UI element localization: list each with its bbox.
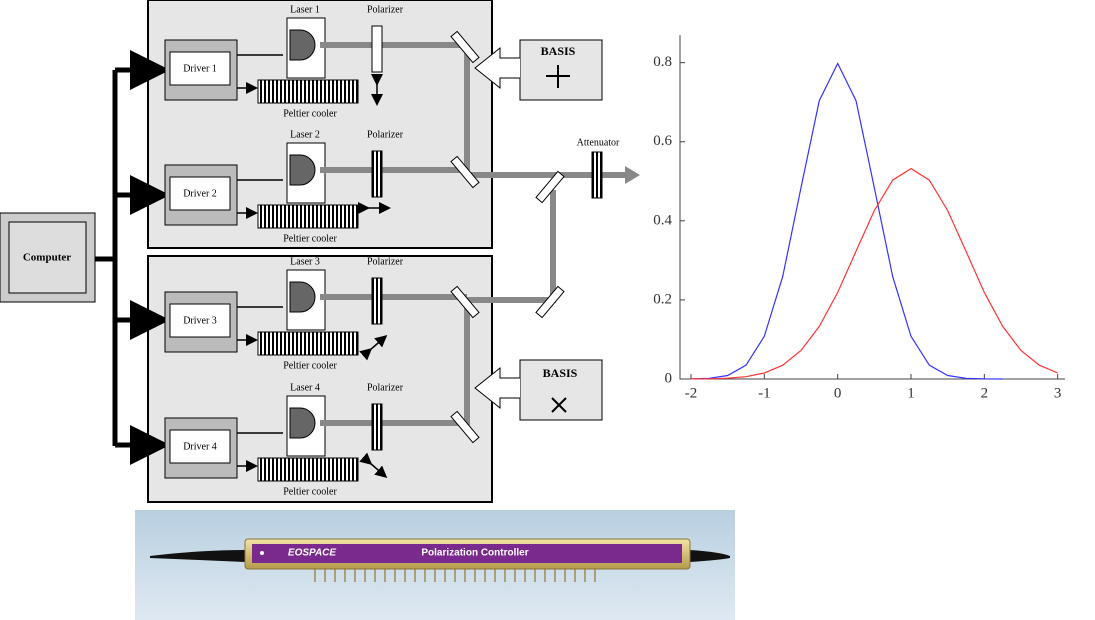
x-tick-label: 1	[907, 385, 915, 401]
basis-1: BASIS	[474, 39, 603, 101]
drive-arrow	[237, 54, 283, 88]
photo: EOSPACE Polarization Controller	[135, 510, 735, 620]
drive-arrow	[237, 306, 283, 340]
bus	[95, 70, 118, 446]
polarizer-label: Polarizer	[367, 129, 404, 140]
cooler-label: Peltier cooler	[283, 486, 337, 497]
polarizer	[371, 277, 383, 325]
laser	[289, 154, 316, 186]
peltier	[257, 457, 359, 482]
channels: Driver 1 Laser 1 Peltier cooler Polarizer Dr…	[115, 4, 467, 497]
x-tick-label: 3	[1054, 385, 1062, 401]
laser-label: Laser 2	[290, 129, 320, 140]
peltier	[257, 331, 359, 356]
brand: EOSPACE	[288, 548, 336, 559]
attenuator	[591, 151, 603, 199]
y-tick-label: 0.2	[653, 291, 672, 307]
label-band	[252, 544, 682, 563]
drive-arrow	[237, 432, 283, 466]
x-tick-label: 2	[981, 385, 989, 401]
laser	[289, 29, 316, 61]
polarizer	[371, 150, 383, 198]
x-tick-label: -1	[758, 385, 771, 401]
polarizer-label: Polarizer	[367, 382, 404, 393]
peltier	[257, 204, 359, 229]
laser-label: Laser 4	[290, 382, 320, 393]
driver-label: Driver 3	[183, 315, 217, 326]
driver-label: Driver 2	[183, 188, 217, 199]
beams	[464, 45, 625, 425]
cooler-label: Peltier cooler	[283, 233, 337, 244]
basis-2: BASIS	[474, 359, 603, 421]
y-tick-label: 0.6	[653, 133, 672, 149]
y-tick-label: 0.4	[653, 212, 672, 228]
cooler-label: Peltier cooler	[283, 108, 337, 119]
laser	[289, 281, 316, 313]
laser	[289, 407, 316, 439]
cooler-label: Peltier cooler	[283, 360, 337, 371]
polarizer	[371, 403, 383, 451]
x-tick-label: -2	[685, 385, 698, 401]
polarizer-label: Polarizer	[367, 256, 404, 267]
polarization-arrow	[359, 452, 388, 478]
driver-label: Driver 4	[183, 441, 217, 452]
laser-label: Laser 3	[290, 256, 320, 267]
dot	[260, 551, 264, 555]
diagram: Computer Driver 1 Laser 1 Peltier cooler Po…	[0, 0, 640, 503]
polarizer-label: Polarizer	[367, 4, 404, 15]
mirrors	[450, 30, 565, 444]
basis-label: BASIS	[543, 366, 578, 380]
driver-inner	[169, 303, 231, 338]
y-tick-label: 0	[665, 370, 673, 386]
x-tick-label: 0	[834, 385, 842, 401]
driver-inner	[169, 176, 231, 211]
pins	[314, 567, 596, 582]
laser-label: Laser 1	[290, 4, 320, 15]
polarizer	[371, 25, 383, 73]
curve	[690, 62, 1003, 380]
peltier	[257, 79, 359, 104]
polarization-arrow	[359, 335, 388, 361]
basis-label: BASIS	[541, 44, 576, 58]
computer-label: Computer	[23, 252, 71, 264]
driver-inner	[169, 51, 231, 86]
fiber	[150, 550, 730, 562]
computer-screen	[8, 221, 87, 294]
axes	[679, 35, 1065, 380]
y-tick-label: 0.8	[653, 54, 672, 70]
attenuator-label: Attenuator	[577, 137, 620, 148]
driver-inner	[169, 429, 231, 464]
product: Polarization Controller	[421, 548, 528, 559]
curve	[690, 167, 1058, 380]
chart: 0 0.2 0.4 0.6 0.8 -2 -1 0 1 2 3	[653, 35, 1065, 401]
drive-arrow	[237, 179, 283, 213]
driver-label: Driver 1	[183, 63, 217, 74]
beam-arrow	[625, 166, 640, 184]
